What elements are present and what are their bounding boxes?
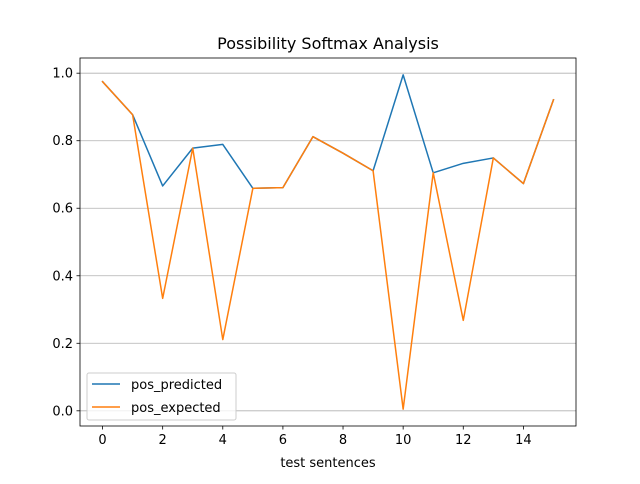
legend: pos_predicted pos_expected — [86, 372, 237, 421]
y-tick-label: 0.6 — [52, 202, 73, 217]
y-tick-label: 0.0 — [52, 404, 73, 419]
x-tick-label: 4 — [219, 433, 227, 448]
x-tick-label: 0 — [98, 433, 106, 448]
x-tick-label: 2 — [159, 433, 167, 448]
legend-box — [86, 372, 237, 421]
x-tick-label: 8 — [339, 433, 347, 448]
series-lines — [101, 74, 555, 410]
x-tick-label: 12 — [455, 433, 472, 448]
y-tick-label: 0.4 — [52, 269, 73, 284]
x-axis-label: test sentences — [280, 456, 376, 471]
chart-title: Possibility Softmax Analysis — [217, 34, 439, 53]
y-tick-label: 0.8 — [52, 134, 73, 149]
x-axis-ticks: 0 2 4 6 8 10 12 14 — [98, 426, 532, 448]
x-tick-label: 6 — [279, 433, 287, 448]
x-tick-label: 14 — [515, 433, 532, 448]
legend-label-pos-expected: pos_expected — [131, 401, 221, 416]
y-axis-ticks: 0.0 0.2 0.4 0.6 0.8 1.0 — [52, 67, 80, 419]
y-tick-label: 0.2 — [52, 337, 73, 352]
legend-label-pos-predicted: pos_predicted — [131, 378, 222, 393]
y-tick-label: 1.0 — [52, 67, 73, 82]
series-line-pos-expected — [101, 80, 555, 410]
x-tick-label: 10 — [395, 433, 412, 448]
plot-frame — [79, 57, 577, 427]
